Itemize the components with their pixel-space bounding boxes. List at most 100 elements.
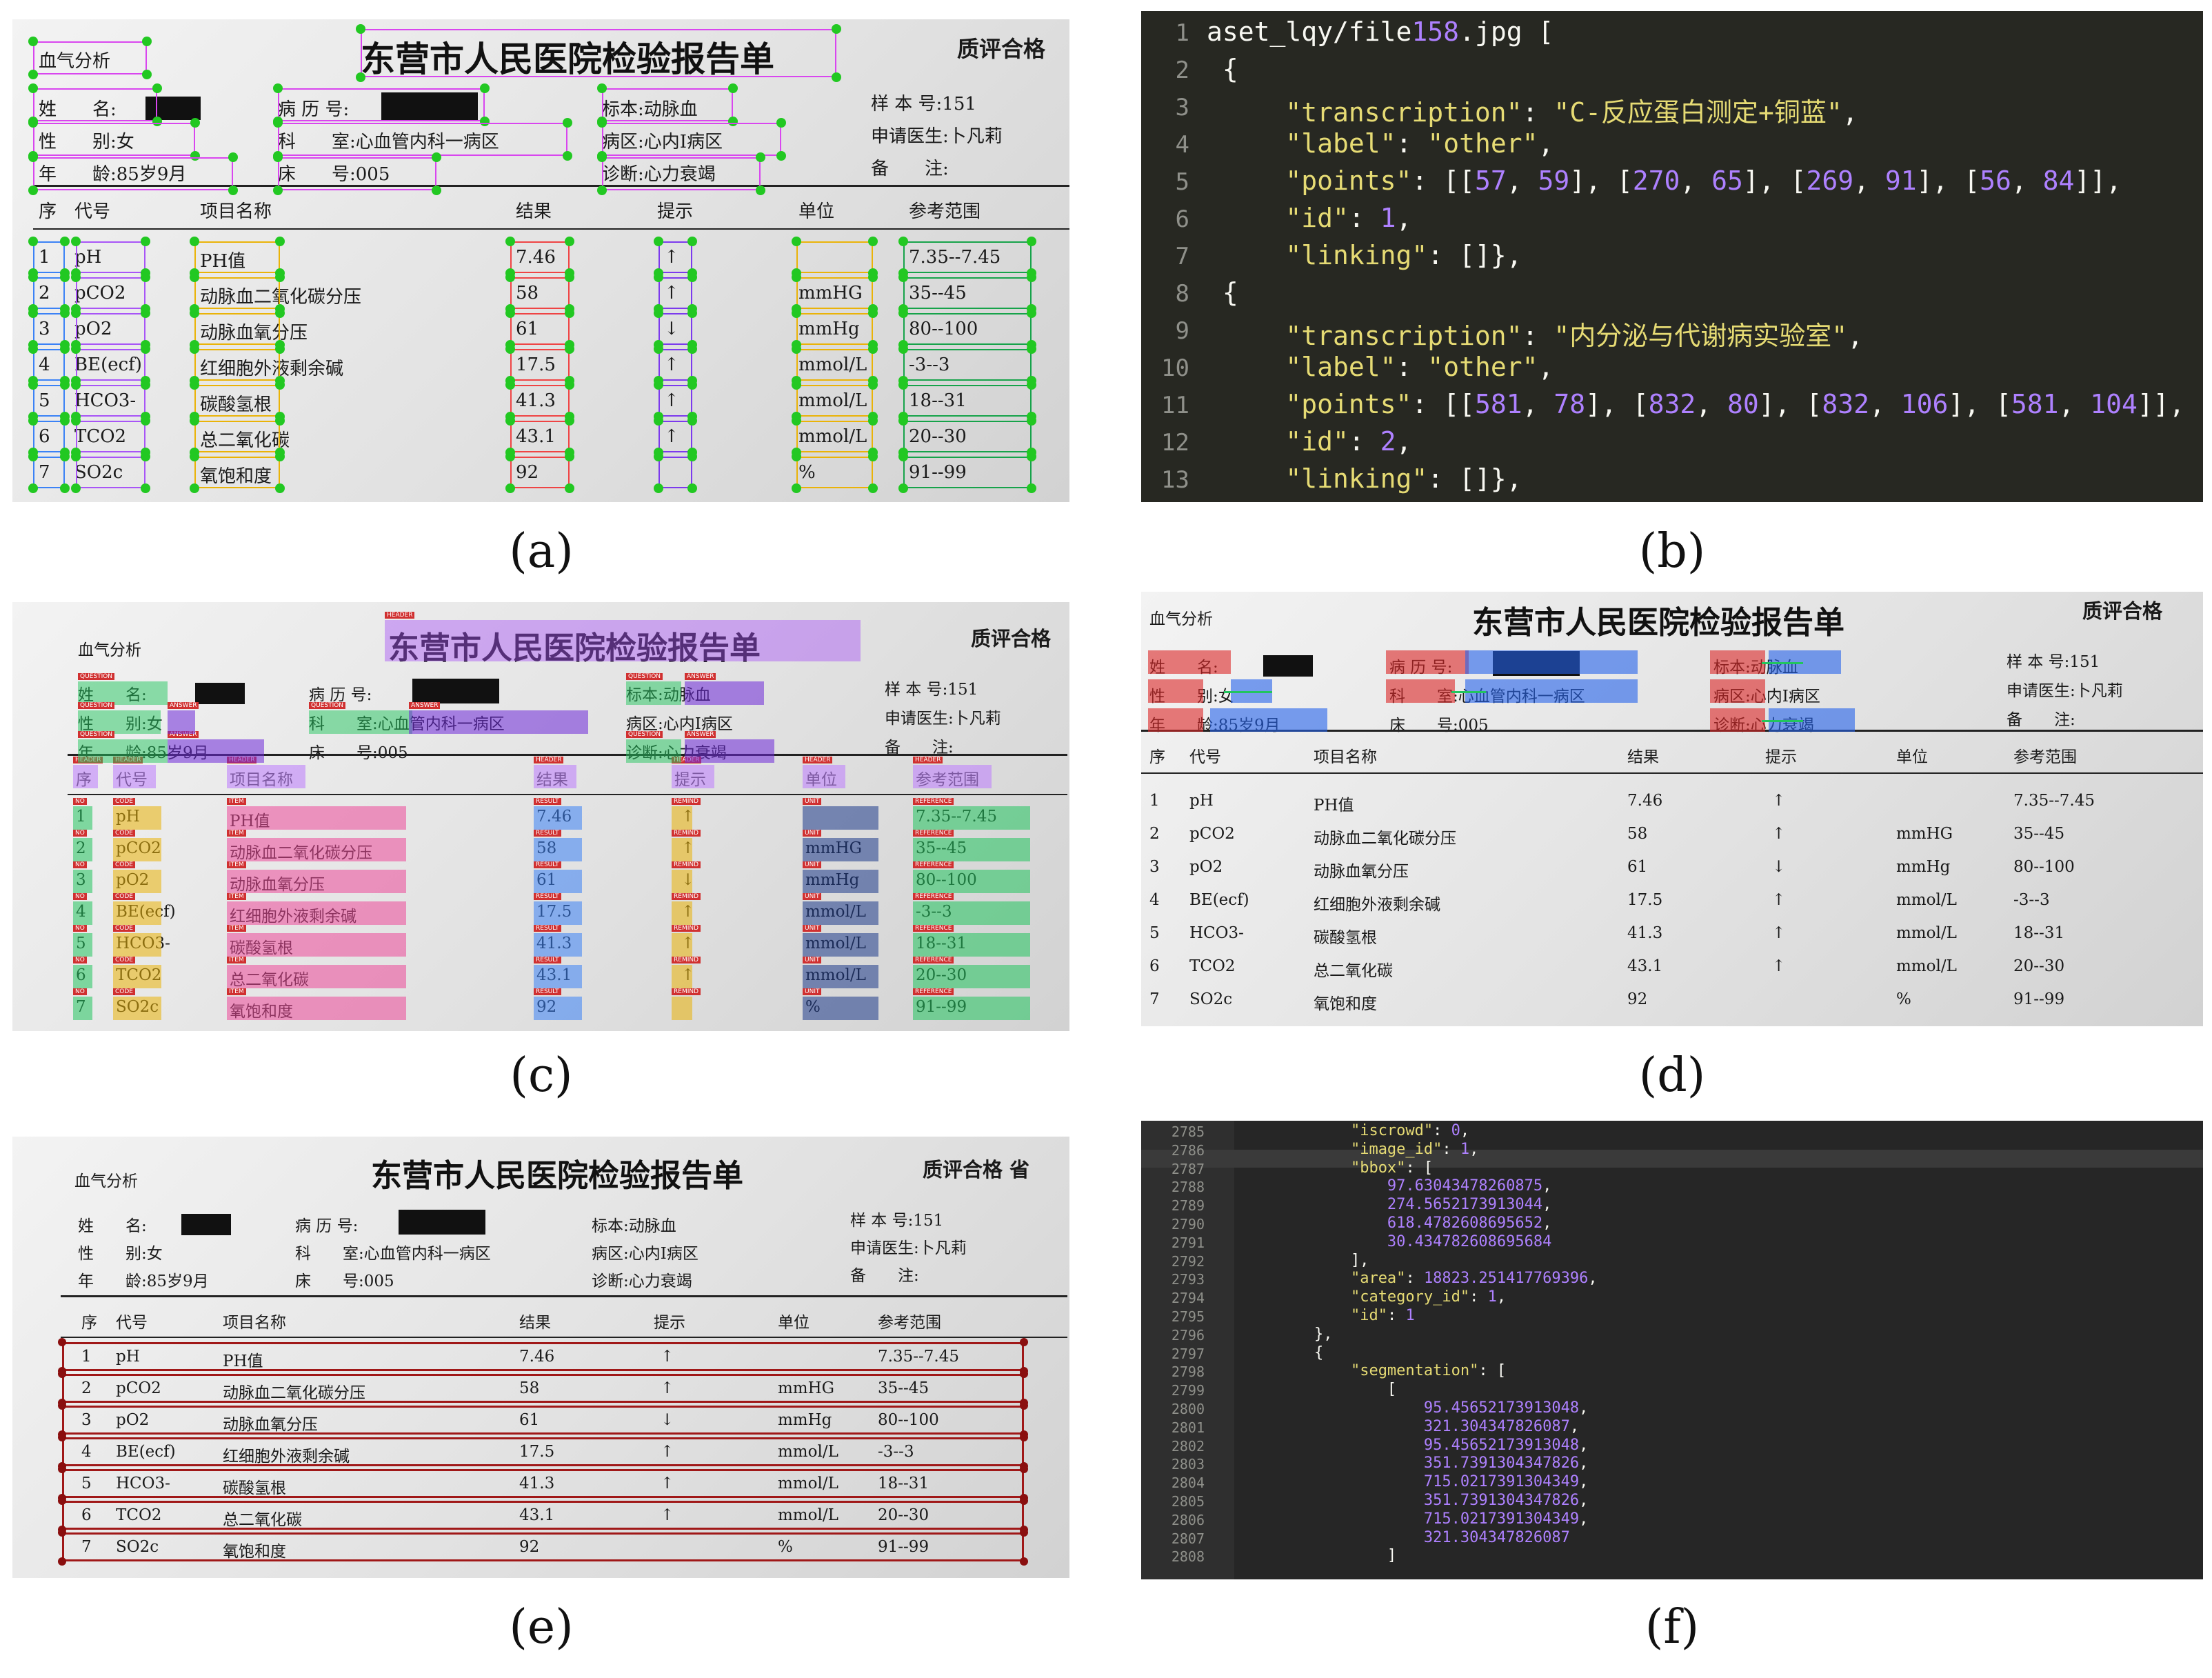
table-header: 单位 (1896, 748, 1928, 766)
row-item: 动脉血二氧化碳分压 (223, 1384, 365, 1402)
title-tag: HEADER (385, 612, 415, 619)
note-label: 备 注: (2007, 711, 2075, 729)
row-no: 2 (39, 283, 50, 303)
polygon-vertex (28, 83, 38, 93)
line-number: 2797 (1171, 1345, 1205, 1362)
doctor-label: 申请医生:卜凡莉 (885, 710, 1001, 728)
question-region (1148, 708, 1203, 732)
kv-tag: NO (73, 957, 87, 963)
line-number: 4 (1175, 131, 1189, 159)
doctor-label: 申请医生:卜凡莉 (850, 1239, 967, 1257)
ocr-polygon (796, 421, 873, 452)
row-code: pO2 (74, 319, 112, 339)
row-ref: -3--3 (878, 1443, 914, 1461)
row-hint: ↑ (1772, 957, 1786, 975)
polygon-vertex (141, 452, 150, 461)
kv-tag: ITEM (227, 830, 246, 837)
row-result: 58 (516, 283, 539, 303)
polygon-vertex (792, 237, 801, 246)
code-line: "transcription": "内分泌与代谢病实验室", (1285, 321, 1863, 351)
diag-label: 诊断:心力衰竭 (592, 1272, 692, 1290)
row-hint: ↓ (664, 319, 679, 339)
polygon-vertex (687, 416, 697, 426)
row-ref: 20--30 (2013, 957, 2065, 975)
row-unit: mmHG (778, 1379, 835, 1397)
polygon-vertex (792, 344, 801, 354)
question-highlight (78, 710, 161, 734)
row-no: 5 (39, 390, 50, 411)
ocr-polygon (194, 457, 280, 488)
kv-tag: ITEM (227, 988, 246, 995)
row-item: 红细胞外液剩余碱 (200, 359, 344, 379)
kv-tag: CODE (113, 925, 135, 932)
panel-f-coco-annotation: 2785 "iscrowd": 0, 2786 "image_id": 1, 278… (1141, 1121, 2203, 1579)
row-unit: % (778, 1538, 793, 1556)
row-box-vertex (1020, 1338, 1028, 1346)
polygon-vertex (71, 272, 81, 282)
polygon-vertex (898, 237, 908, 246)
line-number: 2 (1175, 57, 1189, 84)
row-item: PH值 (1314, 797, 1354, 815)
polygon-vertex (28, 483, 38, 493)
kv-highlight (803, 965, 878, 988)
row-ref: -3--3 (909, 354, 950, 375)
redaction-record (381, 92, 478, 120)
kv-highlight (672, 838, 692, 861)
kv-tag: RESULT (534, 957, 561, 963)
line-number: 2796 (1171, 1326, 1205, 1344)
kv-highlight (113, 933, 161, 957)
kv-tag: REMIND (672, 957, 701, 963)
code-line: 351.7391304347826, (1423, 1492, 1589, 1509)
dept-mark: 血气分析 (1149, 610, 1213, 628)
kv-highlight (113, 965, 161, 988)
polygon-vertex (563, 151, 572, 161)
ocr-polygon (278, 157, 436, 190)
row-no: 7 (81, 1538, 92, 1556)
code-line: 95.45652173913048, (1423, 1436, 1589, 1454)
row-box-vertex (58, 1370, 66, 1378)
row-unit: mmHG (798, 283, 863, 303)
redaction-name (1263, 655, 1313, 677)
kv-tag: NO (73, 988, 87, 995)
line-number: 8 (1175, 280, 1189, 308)
ocr-polygon (76, 421, 145, 452)
kv-tag: RESULT (534, 861, 561, 868)
link-line (1762, 720, 1803, 722)
kv-highlight (913, 965, 1030, 988)
polygon-vertex (868, 272, 878, 282)
kv-highlight (803, 901, 878, 925)
ocr-polygon (903, 457, 1032, 488)
ocr-polygon (602, 157, 761, 190)
quality-mark: 质评合格 省 (923, 1158, 1030, 1181)
question-tag: QUESTION (78, 702, 115, 709)
ocr-polygon (33, 88, 157, 121)
polygon-vertex (60, 308, 70, 318)
row-code: pH (74, 247, 102, 268)
label-c: (c) (510, 1048, 573, 1103)
polygon-vertex (565, 380, 574, 390)
polygon-vertex (505, 416, 515, 426)
row-code: SO2c (116, 1538, 159, 1556)
row-code: HCO3- (74, 390, 137, 411)
header-tag: HEADER (803, 757, 833, 763)
header-rule-top (33, 185, 1069, 187)
polygon-vertex (654, 308, 663, 318)
row-code: HCO3- (1189, 924, 1244, 942)
header-highlight (534, 765, 576, 788)
line-number: 9 (1175, 317, 1189, 345)
code-line: ], (1241, 1251, 1369, 1269)
row-ref: 7.35--7.45 (909, 247, 1001, 268)
ocr-polygon (278, 88, 485, 121)
question-highlight (626, 681, 681, 705)
question-region (1710, 679, 1765, 703)
line-number: 2785 (1171, 1123, 1205, 1140)
kv-tag: CODE (113, 798, 135, 805)
polygon-vertex (1027, 344, 1036, 354)
row-code: pCO2 (74, 283, 126, 303)
code-line: { (1207, 54, 1238, 84)
row-ref: 80--100 (2013, 858, 2075, 876)
code-line: 95.45652173913048, (1423, 1399, 1589, 1417)
kv-tag: REFERENCE (913, 988, 954, 995)
row-hint: ↓ (661, 1411, 674, 1429)
row-box-vertex (58, 1528, 66, 1537)
